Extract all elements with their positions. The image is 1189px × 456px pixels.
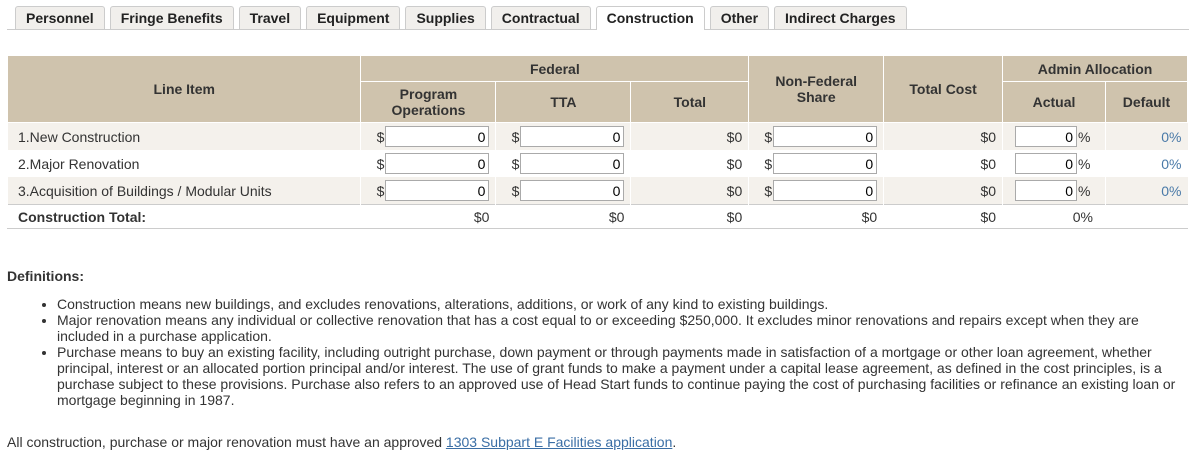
percent-sign: % <box>1078 128 1091 145</box>
row-total-cost: $0 <box>883 122 1003 150</box>
tab-other[interactable]: Other <box>709 6 770 29</box>
tta-input[interactable] <box>520 153 625 174</box>
definitions: Definitions: Construction means new buil… <box>7 268 1182 408</box>
admin-default: 0% <box>1104 150 1188 177</box>
dollar-sign: $ <box>764 182 773 199</box>
total-non-federal: $0 <box>748 204 884 229</box>
tab-fringe-benefits[interactable]: Fringe Benefits <box>109 6 234 29</box>
dollar-sign: $ <box>376 128 385 145</box>
percent-sign: % <box>1078 182 1091 199</box>
admin-actual-input[interactable] <box>1015 153 1078 174</box>
construction-total-row: Construction Total: $0 $0 $0 $0 $0 0% <box>6 204 1188 229</box>
total-actual: 0% <box>1002 204 1106 229</box>
non-federal-input[interactable] <box>773 153 878 174</box>
definition-construction: Construction means new buildings, and ex… <box>57 296 1182 312</box>
row-total-cost: $0 <box>883 177 1003 205</box>
header-total-cost: Total Cost <box>883 55 1004 123</box>
admin-default: 0% <box>1104 122 1188 150</box>
total-cost: $0 <box>883 204 1003 229</box>
program-operations-input[interactable] <box>385 153 490 174</box>
dollar-sign: $ <box>764 155 773 172</box>
footer-end: . <box>672 434 677 450</box>
dollar-sign: $ <box>511 182 520 199</box>
federal-total: $0 <box>630 150 749 177</box>
header-line-item: Line Item <box>6 55 362 123</box>
header-tta: TTA <box>495 81 632 123</box>
dollar-sign: $ <box>764 128 773 145</box>
definition-purchase: Purchase means to buy an existing facili… <box>57 344 1182 408</box>
header-default: Default <box>1104 81 1189 123</box>
total-federal: $0 <box>630 204 749 229</box>
admin-default: 0% <box>1104 177 1188 205</box>
admin-actual-input[interactable] <box>1015 126 1078 147</box>
non-federal-input[interactable] <box>773 126 878 147</box>
table-row: 2.Major Renovation $ $ $0 $ $0% 0% <box>6 150 1188 177</box>
construction-table: Line Item Federal Non-Federal Share Tota… <box>6 55 1189 229</box>
header-federal: Federal <box>360 55 750 82</box>
tab-travel[interactable]: Travel <box>238 6 302 29</box>
tab-contractual[interactable]: Contractual <box>490 6 591 29</box>
header-non-federal: Non-Federal Share <box>748 55 885 123</box>
tta-input[interactable] <box>520 126 625 147</box>
total-program-operations: $0 <box>360 204 496 229</box>
facilities-application-link[interactable]: 1303 Subpart E Facilities application <box>445 434 673 450</box>
budget-tabs: Personnel Fringe Benefits Travel Equipme… <box>7 6 1189 30</box>
tab-construction[interactable]: Construction <box>595 6 705 30</box>
header-program-operations: Program Operations <box>360 81 497 123</box>
dollar-sign: $ <box>376 155 385 172</box>
table-row: 1.New Construction $ $ $0 $ $0% 0% <box>6 122 1188 150</box>
definitions-title: Definitions: <box>7 268 84 284</box>
non-federal-input[interactable] <box>773 180 878 201</box>
header-total: Total <box>630 81 750 123</box>
row-total-cost: $0 <box>883 150 1003 177</box>
admin-actual-input[interactable] <box>1015 180 1078 201</box>
total-default-empty <box>1104 204 1188 229</box>
tab-indirect-charges[interactable]: Indirect Charges <box>774 6 907 29</box>
dollar-sign: $ <box>376 182 385 199</box>
tab-equipment[interactable]: Equipment <box>306 6 401 29</box>
total-label: Construction Total: <box>6 204 361 229</box>
line-item-label: 1.New Construction <box>6 122 361 150</box>
footer-note: All construction, purchase or major reno… <box>7 434 676 450</box>
dollar-sign: $ <box>511 128 520 145</box>
line-item-label: 3.Acquisition of Buildings / Modular Uni… <box>6 177 361 205</box>
footer-text: All construction, purchase or major reno… <box>7 434 446 450</box>
line-item-label: 2.Major Renovation <box>6 150 361 177</box>
header-admin-allocation: Admin Allocation <box>1002 55 1188 82</box>
table-row: 3.Acquisition of Buildings / Modular Uni… <box>6 177 1188 205</box>
dollar-sign: $ <box>511 155 520 172</box>
percent-sign: % <box>1078 155 1091 172</box>
federal-total: $0 <box>630 122 749 150</box>
program-operations-input[interactable] <box>385 180 490 201</box>
tab-personnel[interactable]: Personnel <box>15 6 105 29</box>
total-tta: $0 <box>495 204 631 229</box>
header-actual: Actual <box>1002 81 1106 123</box>
tab-supplies[interactable]: Supplies <box>405 6 486 29</box>
definition-major-renovation: Major renovation means any individual or… <box>57 312 1182 344</box>
program-operations-input[interactable] <box>385 126 490 147</box>
federal-total: $0 <box>630 177 749 205</box>
tta-input[interactable] <box>520 180 625 201</box>
